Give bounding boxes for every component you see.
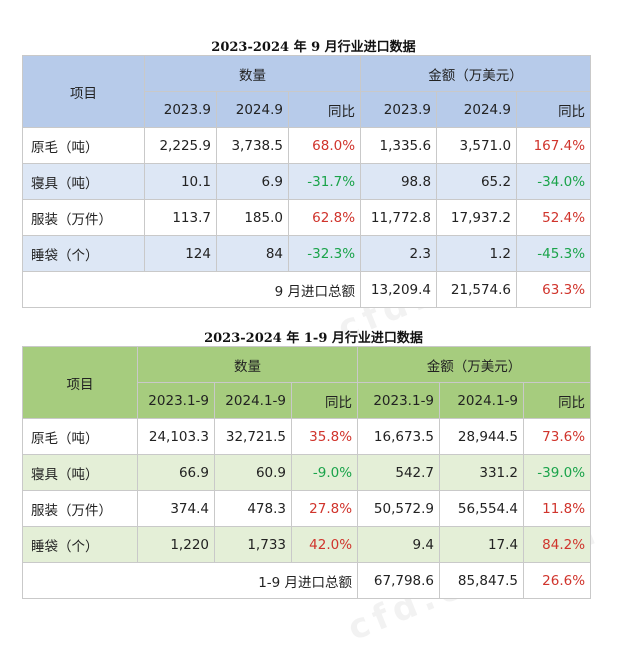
cell-q2: 6.9 [216,163,289,200]
subheader-q1: 2023.1-9 [137,382,215,419]
cell-qy: -31.7% [287,163,362,200]
header-quantity: 数量 [136,346,359,383]
header-quantity: 数量 [143,55,362,92]
cell-ay: 52.4% [516,199,592,236]
table2-title: 2023-2024 年 1-9 月行业进口数据 [204,331,423,346]
total-a1: 13,209.4 [360,271,438,308]
row-item: 原毛（吨） [22,418,138,455]
row-item: 睡袋（个） [22,526,138,563]
cell-q1: 10.1 [144,163,217,200]
cell-qy: 68.0% [287,127,362,164]
subheader-qy: 同比 [290,382,359,419]
header-item: 项目 [22,346,138,419]
table-row: 寝具（吨） 66.9 60.9 -9.0% 542.7 331.2 -39.0% [22,454,592,491]
subheader-qy: 同比 [287,91,362,128]
cell-ay: 73.6% [523,418,592,455]
table2: 项目 数量 金额（万美元） 2023.1-9 2024.1-9 同比 2023.… [21,346,592,599]
cell-q1: 2,225.9 [144,127,217,164]
subheader-q2: 2024.9 [216,91,289,128]
table1: 项目 数量 金额（万美元） 2023.9 2024.9 同比 2023.9 20… [21,55,592,308]
cell-a1: 1,335.6 [360,127,438,164]
subheader-a1: 2023.9 [360,91,438,128]
cell-a2: 28,944.5 [439,418,525,455]
cell-qy: 42.0% [290,526,359,563]
subheader-q1: 2023.9 [144,91,217,128]
subheader-ay: 同比 [516,91,592,128]
cell-q2: 60.9 [214,454,292,491]
cell-q1: 1,220 [137,526,215,563]
table-row: 睡袋（个） 1,220 1,733 42.0% 9.4 17.4 84.2% [22,526,592,563]
row-item: 睡袋（个） [22,235,145,272]
cell-a1: 50,572.9 [357,490,441,527]
cell-q1: 66.9 [137,454,215,491]
cell-q2: 3,738.5 [216,127,289,164]
subheader-a2: 2024.9 [436,91,518,128]
cell-q1: 24,103.3 [137,418,215,455]
cell-q2: 32,721.5 [214,418,292,455]
cell-q1: 124 [144,235,217,272]
cell-a1: 9.4 [357,526,441,563]
total-a2: 85,847.5 [439,562,525,599]
row-item: 寝具（吨） [22,163,145,200]
table1-title: 2023-2024 年 9 月行业进口数据 [211,40,416,55]
total-row: 1-9 月进口总额 67,798.6 85,847.5 26.6% [21,562,592,599]
table-row: 原毛（吨） 24,103.3 32,721.5 35.8% 16,673.5 2… [22,418,592,455]
cell-a2: 56,554.4 [439,490,525,527]
cell-a1: 2.3 [360,235,438,272]
cell-qy: 27.8% [290,490,359,527]
subheader-a1: 2023.1-9 [357,382,441,419]
cell-a1: 16,673.5 [357,418,441,455]
total-a2: 21,574.6 [436,271,518,308]
total-a1: 67,798.6 [357,562,441,599]
cell-a2: 331.2 [439,454,525,491]
cell-ay: -39.0% [523,454,592,491]
cell-q2: 185.0 [216,199,289,236]
cell-qy: -9.0% [290,454,359,491]
row-item: 原毛（吨） [22,127,145,164]
header-item: 项目 [22,55,145,128]
cell-q1: 113.7 [144,199,217,236]
cell-qy: 35.8% [290,418,359,455]
total-ay: 26.6% [523,562,592,599]
cell-a2: 17,937.2 [436,199,518,236]
row-item: 服装（万件） [22,490,138,527]
cell-ay: 167.4% [516,127,592,164]
subheader-q2: 2024.1-9 [214,382,292,419]
cell-a2: 17.4 [439,526,525,563]
header-amount: 金额（万美元） [360,55,592,92]
cell-a1: 11,772.8 [360,199,438,236]
cell-ay: 11.8% [523,490,592,527]
table-row: 寝具（吨） 10.1 6.9 -31.7% 98.8 65.2 -34.0% [22,163,592,200]
cell-q1: 374.4 [137,490,215,527]
table-row: 原毛（吨） 2,225.9 3,738.5 68.0% 1,335.6 3,57… [22,127,592,164]
total-row: 9 月进口总额 13,209.4 21,574.6 63.3% [21,271,592,308]
cell-q2: 1,733 [214,526,292,563]
cell-q2: 478.3 [214,490,292,527]
cell-ay: -34.0% [516,163,592,200]
table-row: 服装（万件） 374.4 478.3 27.8% 50,572.9 56,554… [22,490,592,527]
total-label: 1-9 月进口总额 [21,562,359,599]
table-row: 睡袋（个） 124 84 -32.3% 2.3 1.2 -45.3% [22,235,592,272]
cell-a2: 1.2 [436,235,518,272]
cell-ay: -45.3% [516,235,592,272]
total-label: 9 月进口总额 [21,271,362,308]
subheader-ay: 同比 [523,382,592,419]
cell-a2: 65.2 [436,163,518,200]
row-item: 寝具（吨） [22,454,138,491]
total-ay: 63.3% [516,271,592,308]
header-amount: 金额（万美元） [357,346,592,383]
row-item: 服装（万件） [22,199,145,236]
cell-a1: 98.8 [360,163,438,200]
cell-a2: 3,571.0 [436,127,518,164]
table-row: 服装（万件） 113.7 185.0 62.8% 11,772.8 17,937… [22,199,592,236]
cell-a1: 542.7 [357,454,441,491]
cell-q2: 84 [216,235,289,272]
subheader-a2: 2024.1-9 [439,382,525,419]
cell-qy: -32.3% [287,235,362,272]
cell-qy: 62.8% [287,199,362,236]
cell-ay: 84.2% [523,526,592,563]
